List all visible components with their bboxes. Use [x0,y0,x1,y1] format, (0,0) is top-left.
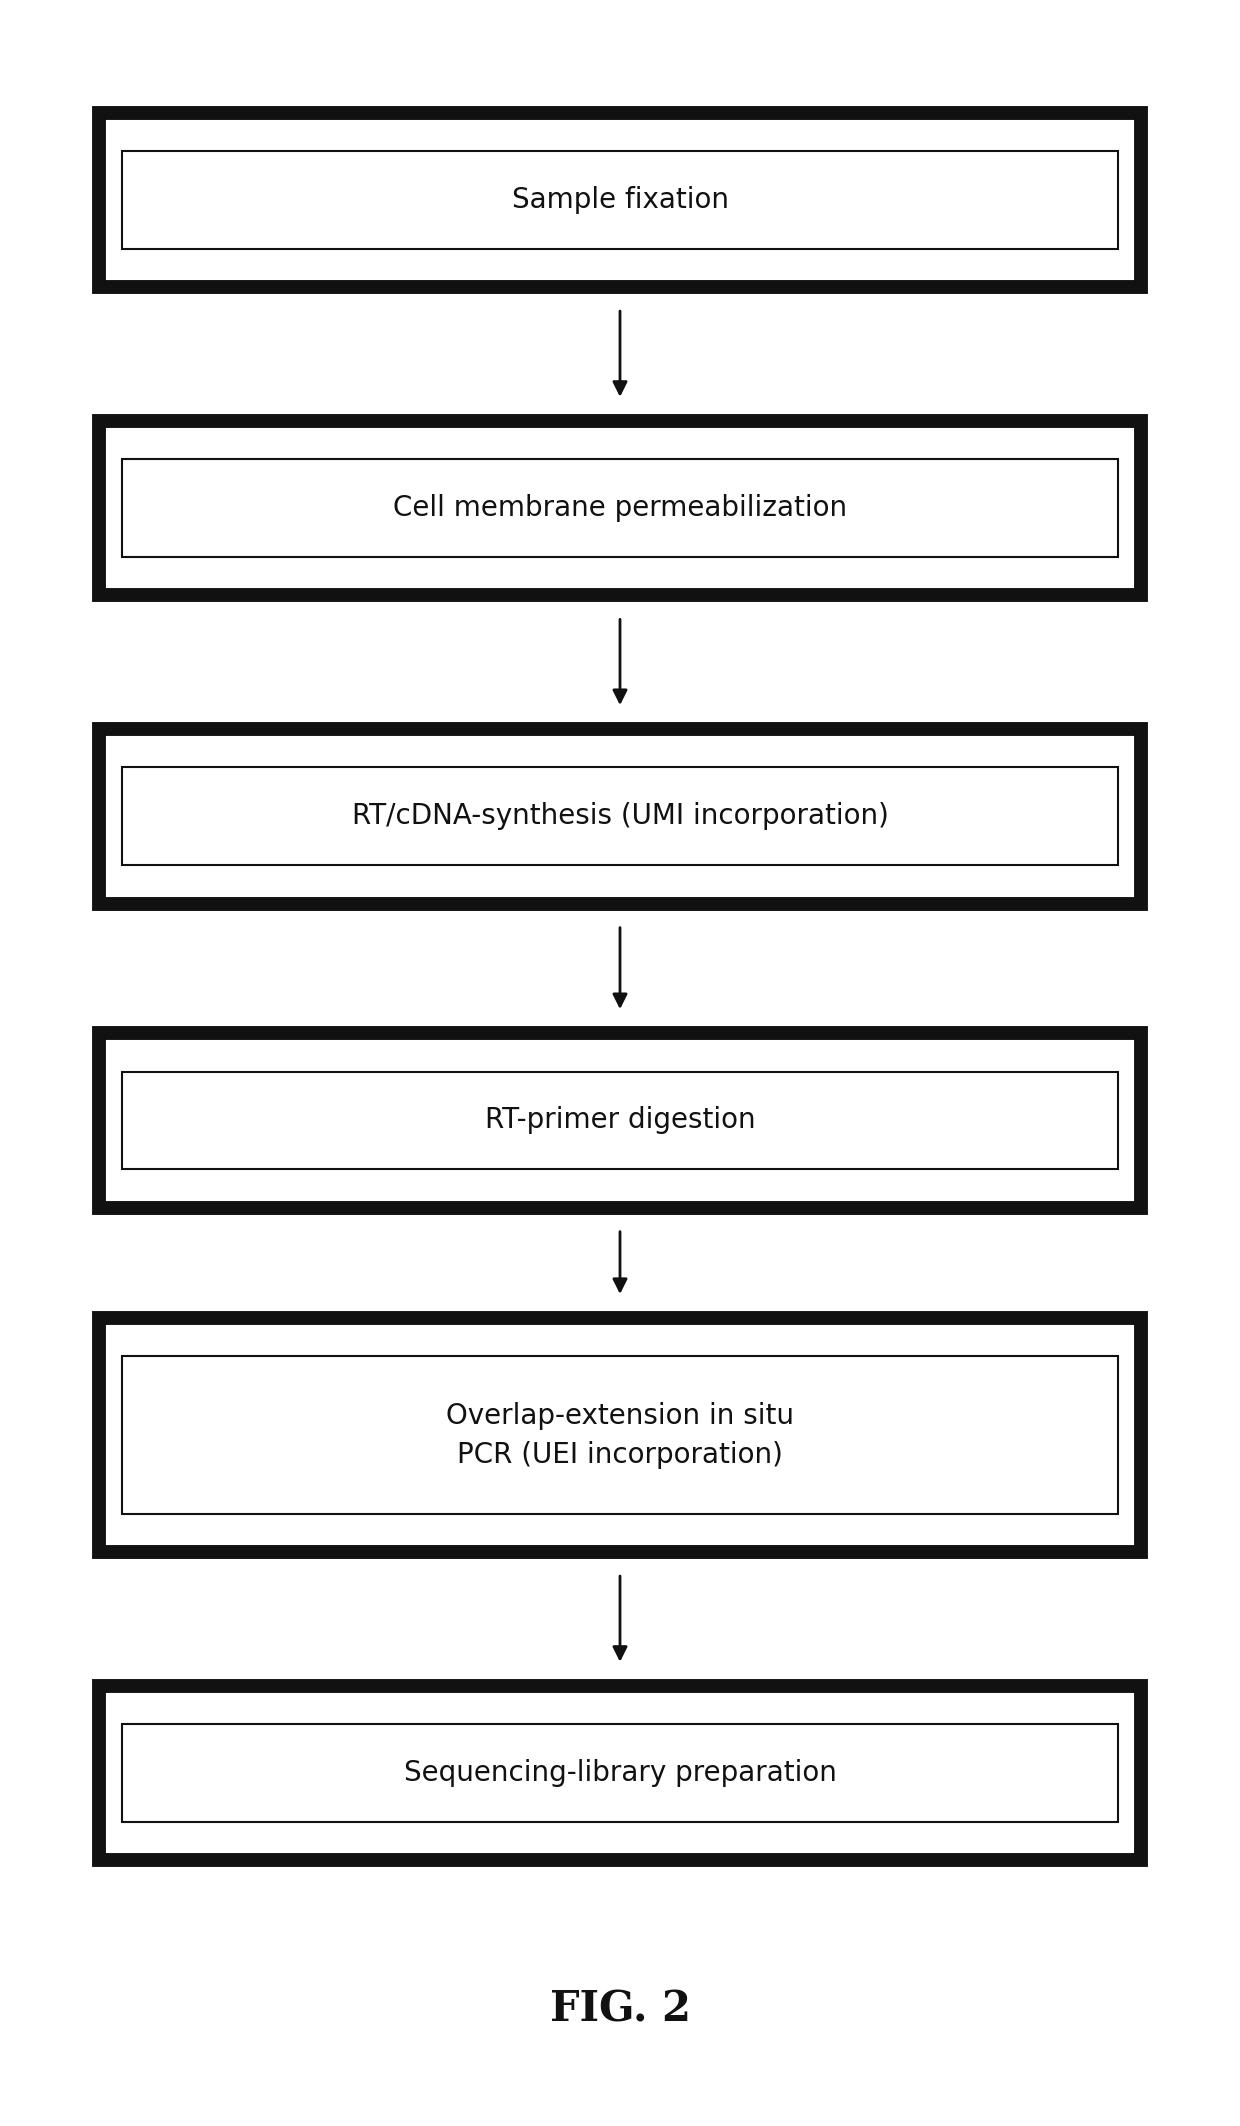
Text: Sequencing-library preparation: Sequencing-library preparation [403,1758,837,1788]
Bar [122,459,1118,557]
Bar [122,1724,1118,1822]
Bar [122,151,1118,249]
Text: FIG. 2: FIG. 2 [549,1988,691,2030]
Bar [99,1686,1141,1860]
Text: RT/cDNA-synthesis (UMI incorporation): RT/cDNA-synthesis (UMI incorporation) [352,802,888,831]
Bar [99,113,1141,287]
Bar [99,1318,1141,1552]
Bar [122,767,1118,865]
Text: Sample fixation: Sample fixation [511,185,729,215]
Bar [122,1072,1118,1169]
Bar [99,729,1141,904]
Bar [122,1356,1118,1514]
Bar [99,1033,1141,1208]
Text: Cell membrane permeabilization: Cell membrane permeabilization [393,493,847,523]
Text: Overlap-extension in situ
PCR (UEI incorporation): Overlap-extension in situ PCR (UEI incor… [446,1401,794,1469]
Bar [99,421,1141,595]
Text: RT-primer digestion: RT-primer digestion [485,1106,755,1135]
